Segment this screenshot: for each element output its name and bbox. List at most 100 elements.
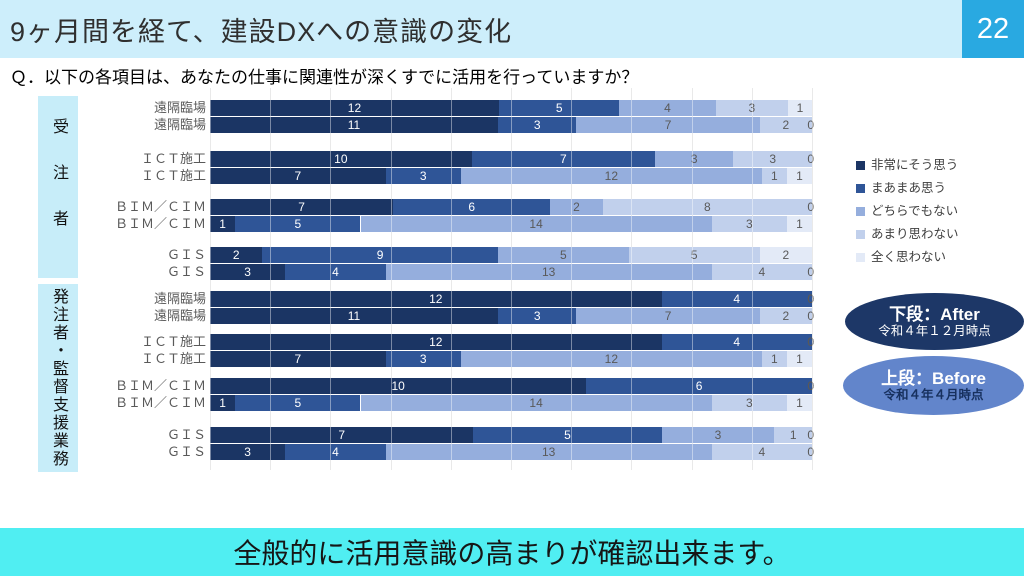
- bar-segment: [711, 216, 787, 232]
- value-label: 0: [807, 379, 815, 393]
- bar-segment: [210, 199, 394, 215]
- value-label: 6: [695, 379, 703, 393]
- bar-segment: [385, 168, 461, 184]
- category-label: 遠隔臨場: [153, 117, 206, 132]
- conclusion-banner: 全般的に活用意識の高まりが確認出来ます。: [0, 528, 1024, 576]
- bar-segment: [759, 308, 812, 324]
- category-label: ＢＩＭ／ＣＩＭ: [114, 216, 206, 231]
- value-label: 7: [338, 428, 346, 442]
- gridline: [571, 88, 573, 470]
- bar-segment: [759, 247, 812, 263]
- value-label: 1: [796, 352, 803, 366]
- value-label: 7: [298, 200, 305, 214]
- category-label: ＢＩＭ／ＣＩＭ: [114, 395, 206, 410]
- bar-segment: [733, 151, 812, 167]
- bar-segment: [210, 117, 498, 133]
- value-label: 3: [748, 101, 756, 115]
- bar-segment: [210, 100, 499, 116]
- value-label: 4: [332, 445, 339, 459]
- bar-segment: [759, 117, 812, 133]
- value-label: 12: [604, 352, 619, 366]
- value-label: 1: [796, 169, 803, 183]
- gridline: [812, 88, 813, 470]
- legend-item: 非常にそう思う: [856, 158, 962, 173]
- legend-item: まあまあ思う: [856, 181, 962, 196]
- bar-segment: [285, 444, 386, 460]
- legend-swatch: [856, 184, 865, 193]
- bar-row: 3 4 13 4 0: [210, 264, 815, 280]
- gridline: [631, 88, 633, 470]
- bar-segment: [285, 264, 386, 280]
- category-label: ＩＣＴ施工: [140, 151, 206, 166]
- value-label: 14: [529, 396, 543, 410]
- bar-segment: [385, 351, 461, 367]
- bar-segment: [210, 378, 587, 394]
- bar-segment: [661, 427, 775, 443]
- bar-row: 1 5 14 3 1: [210, 395, 812, 411]
- value-label: 5: [294, 396, 302, 410]
- category-label: 遠隔臨場: [153, 100, 206, 115]
- value-label: 7: [664, 309, 672, 323]
- bar-segment: [210, 168, 386, 184]
- bar-segment: [360, 216, 712, 232]
- annotation-before-label: 上段：Before: [881, 368, 986, 388]
- value-label: 2: [573, 200, 580, 214]
- bar-segment: [711, 264, 812, 280]
- gridline: [330, 88, 332, 470]
- bar-row: 3 4 13 4 0: [210, 444, 814, 460]
- legend-item: どちらでもない: [856, 204, 962, 219]
- category-label: ＩＣＴ施工: [140, 351, 206, 366]
- bar-segment: [471, 151, 655, 167]
- value-label: 1: [796, 101, 804, 115]
- category-label: ＧＩＳ: [166, 427, 206, 442]
- bar-segment: [210, 334, 662, 350]
- value-label: 5: [564, 428, 571, 442]
- value-label: 4: [332, 265, 339, 279]
- category-label: ＩＣＴ施工: [140, 334, 206, 349]
- gridline: [210, 88, 211, 470]
- value-label: 0: [807, 200, 815, 214]
- bar-row: 11 3 7 2 0: [210, 117, 814, 133]
- value-label: 3: [419, 352, 427, 366]
- bar-row: 11 3 7 2 0: [210, 308, 814, 324]
- bar-segment: [774, 427, 812, 443]
- bar-segment: [497, 308, 577, 324]
- bar-segment: [661, 291, 812, 307]
- value-label: 7: [664, 118, 672, 132]
- value-label: 0: [807, 265, 815, 279]
- value-label: 12: [429, 292, 443, 306]
- legend-label: あまり思わない: [871, 227, 959, 241]
- bar-row: 7 6 2 8 0: [210, 199, 815, 215]
- bar-segment: [576, 308, 760, 324]
- legend-label: 全く思わない: [871, 250, 947, 264]
- value-label: 0: [807, 379, 815, 393]
- bar-segment: [786, 216, 812, 232]
- section-label: 受注者: [50, 118, 67, 256]
- annotation-after-ellipse: 下段：After 令和４年１２月時点: [845, 293, 1024, 350]
- value-label: 14: [529, 217, 543, 231]
- slide-title: 9ヶ月間を経て、建設DXへの意識の変化: [10, 17, 513, 47]
- value-label: 0: [807, 292, 815, 306]
- bar-segment: [360, 395, 712, 411]
- bar-segment: [602, 199, 812, 215]
- bar-segment: [497, 117, 577, 133]
- section-box-1: 発注者・監督支援業務: [38, 284, 78, 472]
- value-label: 7: [294, 352, 302, 366]
- bar-segment: [210, 308, 498, 324]
- value-label: 1: [219, 396, 226, 410]
- bar-row: 12 5 4 3 1: [210, 100, 812, 116]
- bar-segment: [393, 199, 551, 215]
- survey-bar-chart: 12 5 4 3 1 11 3 7 2 0 10 7 3 3 0 7 3 12 1 1 7 6 2 8 0 1 5 14 3 1 2 9 5 5 2…: [210, 88, 815, 470]
- value-label: 4: [733, 292, 741, 306]
- bar-row: 7 3 12 1 1: [210, 168, 812, 184]
- value-label: 3: [533, 309, 541, 323]
- annotation-after-date: 令和４年１２月時点: [878, 324, 991, 339]
- bar-segment: [210, 247, 263, 263]
- bar-segment: [761, 168, 787, 184]
- value-label: 2: [232, 248, 240, 262]
- category-label: ＩＣＴ施工: [140, 168, 206, 183]
- legend-swatch: [856, 253, 865, 262]
- bar-segment: [210, 291, 662, 307]
- bar-row: 10 7 3 3 0: [210, 151, 814, 167]
